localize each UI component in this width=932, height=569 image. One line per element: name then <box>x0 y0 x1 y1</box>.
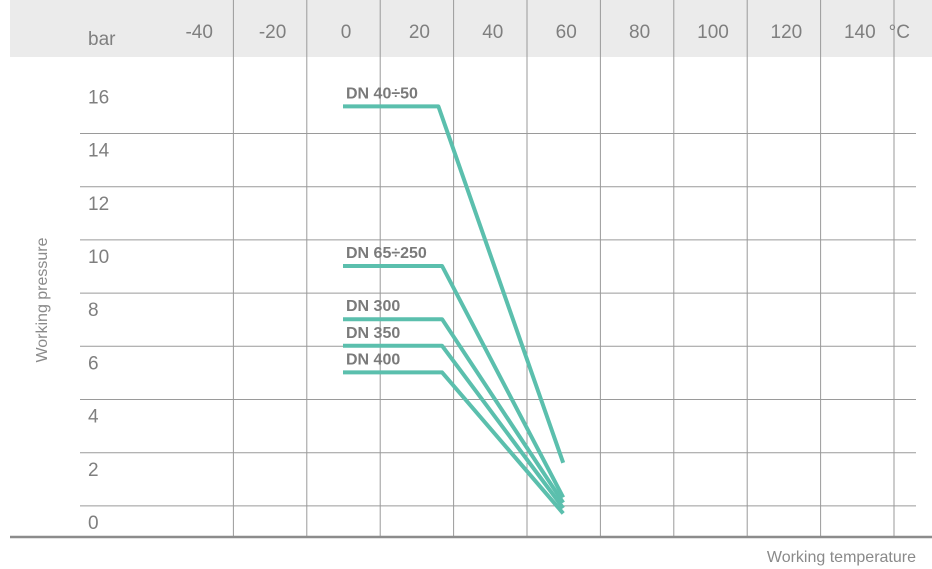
x-axis-title: Working temperature <box>767 549 916 566</box>
y-unit-label: bar <box>88 29 116 50</box>
y-tick-label: 2 <box>88 460 99 481</box>
series-labels: DN 40÷50 DN 65÷250 DN 300 DN 350 DN 400 <box>346 85 427 368</box>
y-tick-labels: 16 14 12 10 8 6 4 2 0 <box>88 87 110 534</box>
series-label: DN 300 <box>346 298 400 315</box>
series-label: DN 350 <box>346 325 400 342</box>
header-band <box>10 0 932 57</box>
vertical-gridlines <box>232 0 895 537</box>
series-label: DN 65÷250 <box>346 245 427 262</box>
x-unit-label: °C <box>889 22 910 43</box>
series-lines <box>343 104 566 515</box>
series-line <box>343 343 565 510</box>
series-label: DN 400 <box>346 351 400 368</box>
y-tick-label: 4 <box>88 407 99 428</box>
y-tick-label: 8 <box>88 300 99 321</box>
x-tick-label: 60 <box>556 22 577 43</box>
x-tick-label: 20 <box>409 22 430 43</box>
x-tick-label: 140 <box>844 22 876 43</box>
series-line <box>343 317 565 504</box>
x-tick-label: -20 <box>259 22 286 43</box>
x-tick-label: 100 <box>697 22 729 43</box>
y-tick-label: 6 <box>88 353 99 374</box>
x-tick-label: 0 <box>341 22 352 43</box>
y-axis-title: Working pressure <box>34 237 51 362</box>
series-label: DN 40÷50 <box>346 85 418 102</box>
series-line <box>343 370 565 515</box>
x-tick-label: -40 <box>185 22 212 43</box>
series-line <box>343 264 565 499</box>
x-tick-label: 40 <box>482 22 503 43</box>
series-line <box>343 104 566 464</box>
x-tick-labels: -40 -20 0 20 40 60 80 100 120 140 <box>185 22 875 43</box>
y-tick-label: 10 <box>88 247 109 268</box>
y-tick-label: 16 <box>88 87 109 108</box>
x-tick-label: 120 <box>771 22 803 43</box>
y-tick-label: 0 <box>88 513 99 534</box>
x-tick-label: 80 <box>629 22 650 43</box>
y-tick-label: 14 <box>88 141 110 162</box>
y-tick-label: 12 <box>88 194 109 215</box>
horizontal-gridlines <box>80 133 916 507</box>
